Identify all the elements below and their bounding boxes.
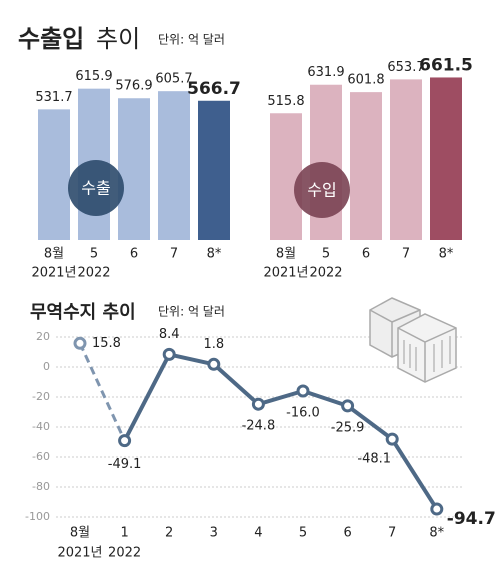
unit: 단위: 억 달러: [158, 305, 225, 319]
point: [296, 384, 310, 398]
value-label: -25.9: [331, 420, 365, 435]
x-tick-label: 7: [170, 247, 178, 262]
year-label: 2021년: [57, 546, 102, 561]
value-label: 1.8: [203, 337, 224, 352]
value-label: 601.8: [347, 73, 384, 88]
year-label: 2021년: [31, 266, 76, 281]
title-light: 추이: [96, 25, 140, 53]
title: 수출입: [18, 25, 84, 53]
point: [162, 347, 176, 361]
value-label: 661.5: [419, 55, 473, 75]
line: [122, 352, 439, 511]
x-tick-label: 5: [322, 247, 330, 262]
value-label: 515.8: [267, 94, 304, 109]
bar: [350, 92, 382, 240]
x-tick-label: 8월: [44, 247, 64, 262]
x-tick-label: 1: [120, 526, 128, 541]
value-label: 531.7: [35, 90, 72, 105]
box-icon: [369, 297, 457, 383]
value-label: -24.8: [242, 419, 276, 434]
line-dashed: [78, 342, 126, 442]
y-tick-label: -60: [32, 450, 50, 463]
value-label: 631.9: [307, 65, 344, 80]
point: [341, 399, 355, 413]
bar: [198, 100, 230, 240]
x-tick-label: 8*: [429, 526, 444, 541]
x-tick-label: 5: [299, 526, 307, 541]
chart-title: 무역수지 추이: [30, 302, 136, 323]
x-tick-label: 5: [90, 247, 98, 262]
unit: 단위: 억 달러: [158, 33, 225, 47]
bar: [118, 98, 150, 240]
x-tick-label: 8월: [70, 526, 90, 541]
y-tick-label: -100: [25, 510, 50, 523]
y-tick-label: -40: [32, 420, 50, 433]
value-label: 8.4: [159, 327, 180, 342]
point: [118, 434, 132, 448]
bar: [430, 77, 462, 241]
value-label: -94.7: [447, 509, 496, 529]
point: [430, 502, 444, 516]
value-label: 653.7: [387, 60, 424, 75]
year-label: 2022: [309, 266, 342, 281]
x-tick-label: 8*: [439, 247, 454, 262]
y-tick-label: 0: [43, 360, 50, 373]
x-tick-label: 6: [343, 526, 351, 541]
bar: [158, 91, 190, 240]
bar: [270, 113, 302, 240]
value-label: -48.1: [357, 452, 391, 467]
y-tick-label: 20: [36, 330, 50, 343]
value-label: 576.9: [115, 79, 152, 94]
bar: [38, 109, 70, 240]
value-label: 615.9: [75, 69, 112, 84]
badge: [68, 160, 124, 216]
value-label: 15.8: [92, 336, 121, 351]
x-tick-label: 8월: [276, 247, 296, 262]
x-tick-label: 4: [254, 526, 262, 541]
year-label: 2022: [77, 266, 110, 281]
badge-label: 수입: [307, 181, 336, 200]
year-label: 2021년: [263, 266, 308, 281]
x-tick-label: 3: [210, 526, 218, 541]
x-tick-label: 7: [388, 526, 396, 541]
x-tick-label: 6: [362, 247, 370, 262]
y-tick-label: -20: [32, 390, 50, 403]
value-label: 605.7: [155, 72, 192, 87]
x-tick-label: 8*: [207, 247, 222, 262]
value-label: -49.1: [108, 457, 142, 472]
x-tick-label: 6: [130, 247, 138, 262]
x-tick-label: 2: [165, 526, 173, 541]
badge: [294, 162, 350, 218]
point: [385, 432, 399, 446]
point: [73, 336, 87, 350]
x-tick-label: 7: [402, 247, 410, 262]
value-label: 566.7: [187, 79, 241, 99]
year-label: 2022: [108, 546, 141, 561]
bar: [390, 79, 422, 240]
point: [207, 357, 221, 371]
y-tick-label: -80: [32, 480, 50, 493]
value-label: -16.0: [286, 406, 320, 421]
badge-label: 수출: [81, 179, 110, 198]
point: [251, 397, 265, 411]
